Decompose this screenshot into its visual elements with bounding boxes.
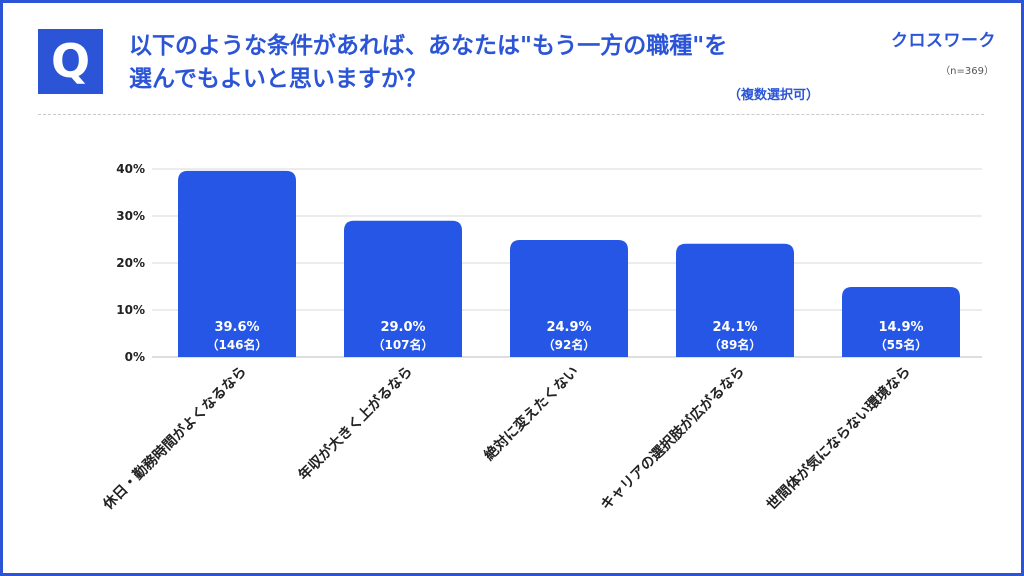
- bar-value-label: 24.9%: [546, 320, 591, 335]
- bar-count-label: （107名）: [372, 337, 433, 352]
- y-tick-label: 0%: [125, 350, 145, 364]
- bar-count-label: （55名）: [875, 337, 928, 352]
- bar: [344, 220, 462, 357]
- brand-logo: クロスワーク: [891, 31, 996, 51]
- x-category-label: キャリアの選択肢が広がるなら: [597, 363, 748, 514]
- x-category-label: 年収が大きく上がるなら: [295, 363, 416, 484]
- bar: [178, 170, 296, 357]
- bar: [676, 243, 794, 357]
- x-category-label: 世間体が気にならない環境なら: [763, 363, 914, 514]
- bar-value-label: 29.0%: [380, 320, 425, 335]
- multi-select-note: （複数選択可）: [728, 88, 820, 103]
- bar-value-label: 24.1%: [712, 320, 757, 335]
- bar: [510, 239, 628, 357]
- y-tick-label: 30%: [116, 209, 145, 223]
- sample-size: （n=369）: [940, 66, 994, 77]
- question-title: 以下のような条件があれば、あなたは"もう一方の職種"を 選んでもよいと思いますか…: [129, 30, 889, 96]
- y-tick-label: 20%: [116, 256, 145, 270]
- bar: [842, 286, 960, 357]
- bar-count-label: （92名）: [543, 337, 596, 352]
- title-line-2: 選んでもよいと思いますか？: [129, 66, 427, 92]
- title-line-1: 以下のような条件があれば、あなたは"もう一方の職種"を: [129, 33, 728, 59]
- question-badge: Q: [38, 29, 103, 94]
- divider: [38, 114, 984, 115]
- bar-value-label: 14.9%: [878, 320, 923, 335]
- bar-value-label: 39.6%: [214, 320, 259, 335]
- bar-count-label: （146名）: [206, 337, 267, 352]
- x-category-label: 絶対に変えたくない: [481, 363, 582, 464]
- y-tick-label: 10%: [116, 303, 145, 317]
- x-category-label: 休日・勤務時間がよくなるなら: [99, 363, 250, 514]
- bar-count-label: （89名）: [709, 337, 762, 352]
- y-tick-label: 40%: [116, 162, 145, 176]
